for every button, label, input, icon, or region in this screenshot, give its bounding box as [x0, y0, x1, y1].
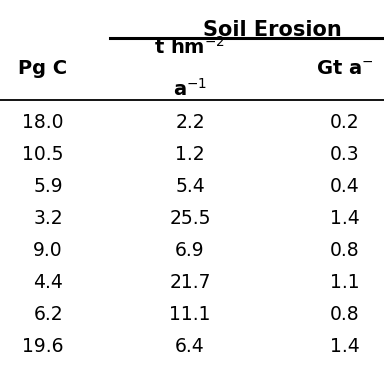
- Text: 0.4: 0.4: [330, 177, 360, 195]
- Text: 21.7: 21.7: [169, 273, 211, 291]
- Text: a$^{-1}$: a$^{-1}$: [173, 78, 207, 100]
- Text: 0.8: 0.8: [330, 240, 360, 260]
- Text: 9.0: 9.0: [33, 240, 63, 260]
- Text: 19.6: 19.6: [22, 336, 63, 356]
- Text: 1.4: 1.4: [330, 209, 360, 227]
- Text: 5.9: 5.9: [33, 177, 63, 195]
- Text: 3.2: 3.2: [33, 209, 63, 227]
- Text: 1.4: 1.4: [330, 336, 360, 356]
- Text: 6.9: 6.9: [175, 240, 205, 260]
- Text: Soil Erosion: Soil Erosion: [203, 20, 342, 40]
- Text: 11.1: 11.1: [169, 305, 211, 323]
- Text: 0.8: 0.8: [330, 305, 360, 323]
- Text: 0.2: 0.2: [330, 113, 360, 131]
- Text: Pg C: Pg C: [18, 58, 67, 78]
- Text: 2.2: 2.2: [175, 113, 205, 131]
- Text: 0.3: 0.3: [330, 144, 360, 164]
- Text: 25.5: 25.5: [169, 209, 211, 227]
- Text: 5.4: 5.4: [175, 177, 205, 195]
- Text: 18.0: 18.0: [22, 113, 63, 131]
- Text: Gt a$^{-}$: Gt a$^{-}$: [316, 58, 374, 78]
- Text: 1.1: 1.1: [330, 273, 360, 291]
- Text: 6.4: 6.4: [175, 336, 205, 356]
- Text: 1.2: 1.2: [175, 144, 205, 164]
- Text: 6.2: 6.2: [33, 305, 63, 323]
- Text: 10.5: 10.5: [22, 144, 63, 164]
- Text: 4.4: 4.4: [33, 273, 63, 291]
- Text: t hm$^{-2}$: t hm$^{-2}$: [154, 36, 225, 58]
